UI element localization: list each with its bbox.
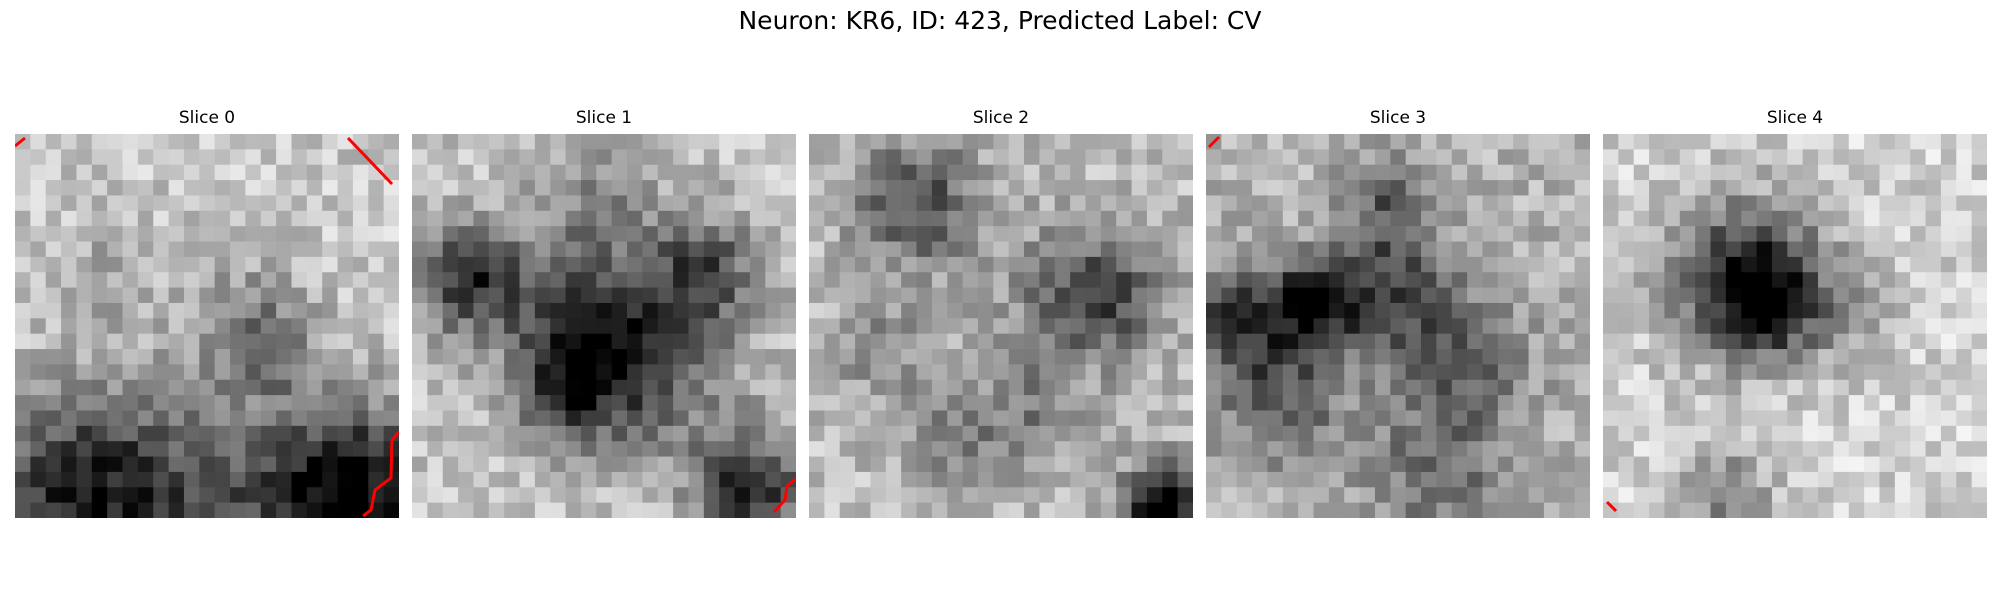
slice-3-pixels <box>1206 134 1590 518</box>
slice-3-image <box>1206 134 1590 518</box>
slice-4-image <box>1603 134 1987 518</box>
slice-4-pixels <box>1603 134 1987 518</box>
slice-0-pixels <box>15 134 399 518</box>
slice-1-pixels <box>412 134 796 518</box>
slice-0-title: Slice 0 <box>15 108 399 128</box>
figure-title: Neuron: KR6, ID: 423, Predicted Label: C… <box>0 6 2000 35</box>
slice-0-image <box>15 134 399 518</box>
slice-2-image <box>809 134 1193 518</box>
slice-2-title: Slice 2 <box>809 108 1193 128</box>
slice-1-title: Slice 1 <box>412 108 796 128</box>
slice-3-title: Slice 3 <box>1206 108 1590 128</box>
slice-2-pixels <box>809 134 1193 518</box>
slice-4-title: Slice 4 <box>1603 108 1987 128</box>
slice-1-image <box>412 134 796 518</box>
